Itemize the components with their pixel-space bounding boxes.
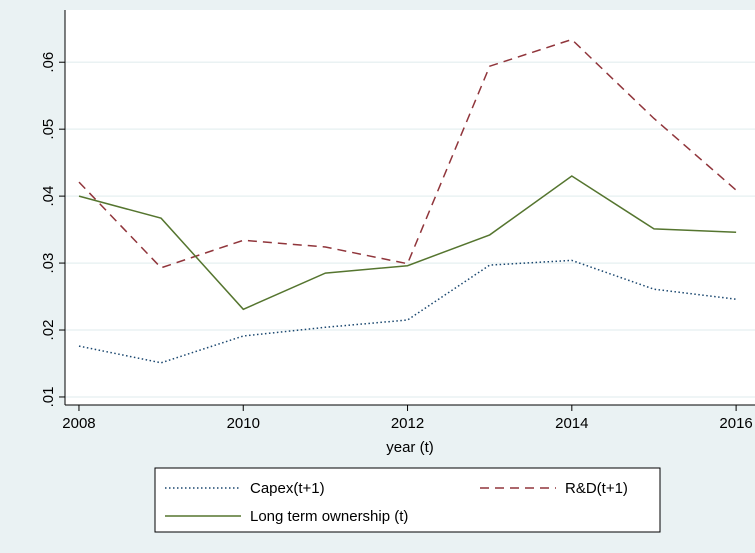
y-tick-label: .06 — [40, 52, 57, 73]
x-tick-label: 2012 — [391, 415, 424, 432]
line-series — [78, 175, 737, 311]
legend-box — [154, 467, 661, 533]
x-tick-label: 2016 — [719, 415, 752, 432]
y-tick-label: .05 — [40, 119, 57, 140]
line-series — [78, 259, 737, 364]
y-tick-label: .01 — [40, 387, 57, 408]
plot-area — [65, 10, 755, 405]
legend-label: R&D(t+1) — [565, 480, 628, 497]
x-axis-title: year (t) — [386, 439, 434, 456]
y-tick-label: .02 — [40, 320, 57, 341]
legend-label: Long term ownership (t) — [250, 508, 408, 525]
x-tick-label: 2010 — [227, 415, 260, 432]
y-tick-label: .04 — [40, 186, 57, 207]
y-tick-label: .03 — [40, 253, 57, 274]
legend-label: Capex(t+1) — [250, 480, 325, 497]
x-tick-label: 2008 — [62, 415, 95, 432]
x-tick-label: 2014 — [555, 415, 588, 432]
